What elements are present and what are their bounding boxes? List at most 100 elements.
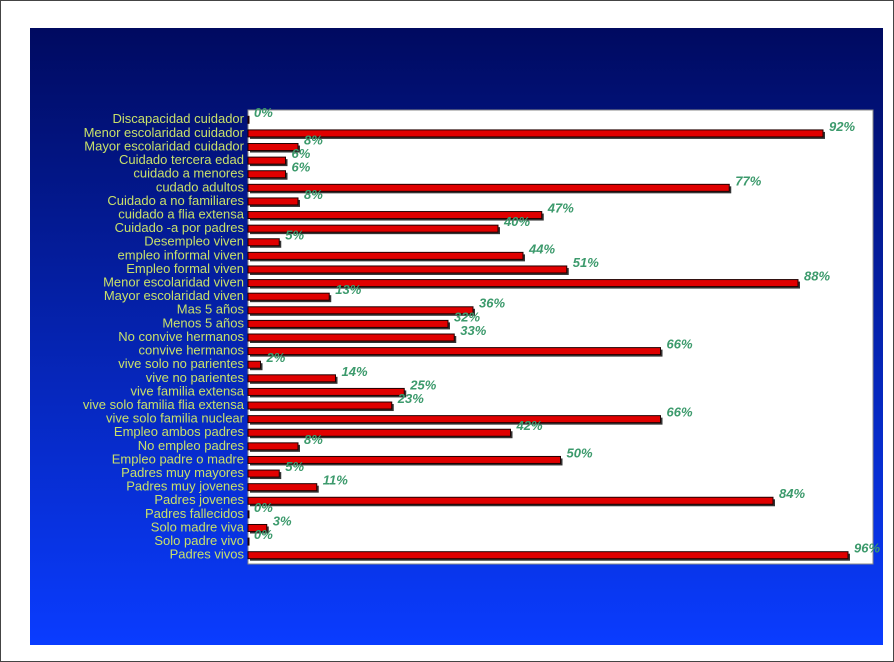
bar — [247, 387, 405, 396]
bar — [247, 292, 330, 301]
y-tick-label: Discapacidad cuidador — [112, 111, 244, 126]
y-tick-label: Padres muy jovenes — [126, 479, 244, 494]
y-tick-label: vive solo familia nuclear — [106, 411, 245, 426]
bar — [247, 415, 661, 424]
y-tick-label: cudado adultos — [156, 179, 245, 194]
y-tick-label: cuidado a flia extensa — [118, 206, 245, 221]
y-tick-label: Padres muy mayores — [121, 465, 244, 480]
bar — [247, 211, 543, 220]
value-label: 77% — [735, 173, 761, 188]
value-label: 50% — [567, 445, 593, 460]
bar — [247, 251, 524, 260]
y-tick-label: Solo padre vivo — [154, 533, 244, 548]
y-tick-label: Desempleo viven — [144, 234, 244, 249]
value-label: 8% — [304, 132, 323, 147]
value-label: 47% — [547, 200, 574, 215]
y-tick-label: Padres vivos — [170, 547, 245, 562]
bar — [247, 143, 299, 152]
y-tick-label: Menos 5 años — [162, 315, 244, 330]
value-label: 0% — [254, 105, 273, 120]
bar — [247, 551, 849, 560]
bar — [247, 442, 299, 451]
y-tick-label: vive familia extensa — [131, 383, 245, 398]
value-label: 66% — [667, 405, 693, 420]
bar — [247, 224, 499, 233]
bar — [247, 238, 280, 247]
bar — [247, 319, 449, 328]
value-label: 33% — [460, 323, 486, 338]
bar — [247, 129, 824, 138]
value-label: 32% — [454, 309, 480, 324]
bar — [247, 360, 261, 369]
y-tick-label: Solo madre viva — [151, 519, 245, 534]
y-tick-label: Cuidado -a por padres — [115, 220, 245, 235]
bar — [247, 374, 336, 383]
bar — [247, 428, 511, 437]
bar — [247, 183, 730, 192]
value-label: 51% — [573, 255, 599, 270]
y-tick-label: empleo informal viven — [118, 247, 244, 262]
value-label: 13% — [335, 282, 361, 297]
bar — [247, 156, 286, 165]
value-label: 8% — [304, 432, 323, 447]
value-label: 6% — [292, 146, 311, 161]
value-label: 0% — [254, 527, 273, 542]
value-label: 5% — [285, 459, 304, 474]
value-label: 23% — [397, 391, 424, 406]
bar — [247, 510, 250, 519]
y-tick-label: vive no parientes — [146, 370, 245, 385]
bar — [247, 523, 268, 532]
value-label: 5% — [285, 228, 304, 243]
y-tick-label: vive solo familia flia extensa — [83, 397, 245, 412]
y-tick-label: Empleo padre o madre — [112, 451, 244, 466]
y-tick-label: Empleo formal viven — [126, 261, 244, 276]
value-label: 92% — [829, 119, 855, 134]
value-label: 84% — [779, 486, 805, 501]
value-label: 88% — [804, 269, 830, 284]
bar — [247, 306, 474, 315]
y-tick-label: Menor escolaridad viven — [103, 275, 244, 290]
bar — [247, 496, 774, 505]
value-label: 40% — [503, 214, 530, 229]
bar — [247, 170, 286, 179]
y-tick-label: Mayor escolaridad cuidador — [84, 138, 244, 153]
y-tick-label: Padres jovenes — [154, 492, 244, 507]
y-tick-label: Padres fallecidos — [145, 506, 244, 521]
value-label: 6% — [292, 160, 311, 175]
value-label: 25% — [409, 377, 436, 392]
value-label: 8% — [304, 187, 323, 202]
y-tick-label: No convive hermanos — [118, 329, 244, 344]
bar — [247, 279, 799, 288]
y-tick-label: Empleo ambos padres — [114, 424, 245, 439]
value-label: 3% — [273, 513, 292, 528]
y-tick-label: vive solo no parientes — [118, 356, 244, 371]
value-label: 42% — [516, 418, 543, 433]
bar — [247, 333, 455, 342]
bar — [247, 115, 250, 124]
y-tick-label: Menor escolaridad cuidador — [84, 125, 245, 140]
value-label: 11% — [323, 473, 348, 488]
bar — [247, 265, 568, 274]
bar — [247, 347, 661, 356]
bar — [247, 483, 318, 492]
bar — [247, 455, 561, 464]
y-tick-label: No empleo padres — [138, 438, 245, 453]
value-label: 36% — [479, 296, 505, 311]
value-label: 2% — [266, 350, 286, 365]
bar — [247, 537, 250, 546]
value-label: 44% — [528, 241, 555, 256]
y-tick-label: Mas 5 años — [177, 302, 245, 317]
value-label: 14% — [342, 364, 368, 379]
y-tick-label: cuidado a menores — [133, 166, 244, 181]
y-tick-label: Cuidado tercera edad — [119, 152, 244, 167]
value-label: 0% — [254, 500, 273, 515]
bar — [247, 401, 393, 410]
bar — [247, 197, 299, 206]
y-tick-label: convive hermanos — [139, 343, 245, 358]
y-tick-label: Mayor escolaridad viven — [104, 288, 244, 303]
bar — [247, 469, 280, 478]
value-label: 96% — [854, 541, 880, 556]
value-label: 66% — [667, 337, 693, 352]
